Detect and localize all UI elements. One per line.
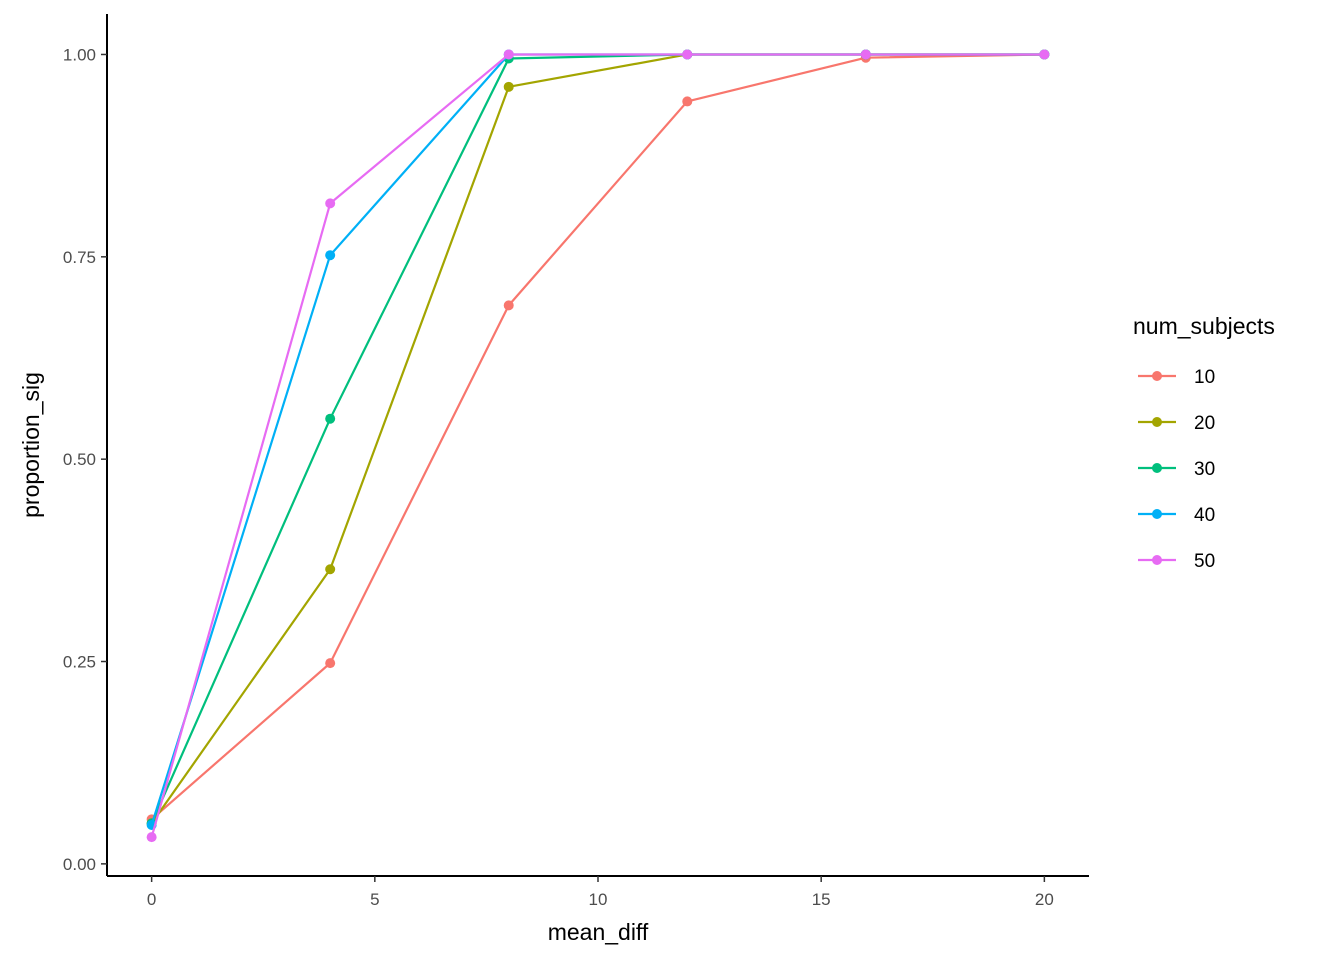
legend-item-10: 10 bbox=[1138, 367, 1215, 388]
legend-item-30: 30 bbox=[1138, 459, 1215, 480]
legend-label: 20 bbox=[1194, 413, 1215, 434]
data-point bbox=[682, 49, 693, 60]
series-line-50 bbox=[150, 53, 1045, 838]
data-point bbox=[503, 300, 514, 311]
x-tick-label: 5 bbox=[370, 890, 379, 909]
data-point bbox=[1039, 49, 1050, 60]
x-tick-label: 10 bbox=[589, 890, 608, 909]
data-point bbox=[325, 413, 336, 424]
series-layer bbox=[146, 49, 1050, 843]
y-tick-label: 0.75 bbox=[63, 248, 96, 267]
data-point bbox=[503, 49, 514, 60]
data-point bbox=[146, 832, 157, 843]
x-tick-label: 0 bbox=[147, 890, 156, 909]
legend-title: num_subjects bbox=[1133, 313, 1275, 339]
legend-label: 30 bbox=[1194, 459, 1215, 480]
legend-item-50: 50 bbox=[1138, 551, 1215, 572]
legend-label: 50 bbox=[1194, 551, 1215, 572]
y-axis-title: proportion_sig bbox=[18, 372, 44, 518]
series-line-20 bbox=[150, 53, 1045, 825]
data-point bbox=[860, 49, 871, 60]
y-axis-ticks: 0.00 0.25 0.50 0.75 1.00 bbox=[63, 45, 107, 874]
data-point bbox=[325, 250, 336, 261]
series-30 bbox=[146, 49, 1050, 829]
y-tick-label: 0.50 bbox=[63, 450, 96, 469]
y-tick-label: 0.00 bbox=[63, 855, 96, 874]
legend-key-point bbox=[1152, 371, 1162, 381]
legend: num_subjects 10 20 30 40 50 bbox=[1133, 313, 1275, 572]
series-40 bbox=[146, 49, 1050, 831]
legend-items: 10 20 30 40 50 bbox=[1138, 367, 1215, 572]
y-tick-label: 0.25 bbox=[63, 653, 96, 672]
legend-label: 40 bbox=[1194, 505, 1215, 526]
x-tick-label: 15 bbox=[812, 890, 831, 909]
legend-item-40: 40 bbox=[1138, 505, 1215, 526]
legend-key-point bbox=[1152, 509, 1162, 519]
legend-key-point bbox=[1152, 417, 1162, 427]
series-line-40 bbox=[150, 53, 1045, 826]
series-50 bbox=[146, 49, 1050, 843]
data-point bbox=[503, 81, 514, 92]
series-line-30 bbox=[150, 53, 1045, 824]
x-tick-label: 20 bbox=[1035, 890, 1054, 909]
x-axis-title: mean_diff bbox=[548, 919, 649, 945]
data-point bbox=[325, 658, 336, 669]
data-point bbox=[325, 198, 336, 209]
legend-key-point bbox=[1152, 463, 1162, 473]
plot-area: 0 5 10 15 20 0.00 0.25 0.50 0.75 1.00 bbox=[63, 14, 1089, 909]
series-line-10 bbox=[150, 53, 1045, 821]
series-20 bbox=[146, 49, 1050, 829]
legend-label: 10 bbox=[1194, 367, 1215, 388]
data-point bbox=[325, 564, 336, 575]
x-axis-ticks: 0 5 10 15 20 bbox=[147, 876, 1054, 909]
legend-key-point bbox=[1152, 555, 1162, 565]
legend-item-20: 20 bbox=[1138, 413, 1215, 434]
data-point bbox=[682, 96, 693, 107]
series-10 bbox=[146, 49, 1050, 825]
y-tick-label: 1.00 bbox=[63, 45, 96, 64]
